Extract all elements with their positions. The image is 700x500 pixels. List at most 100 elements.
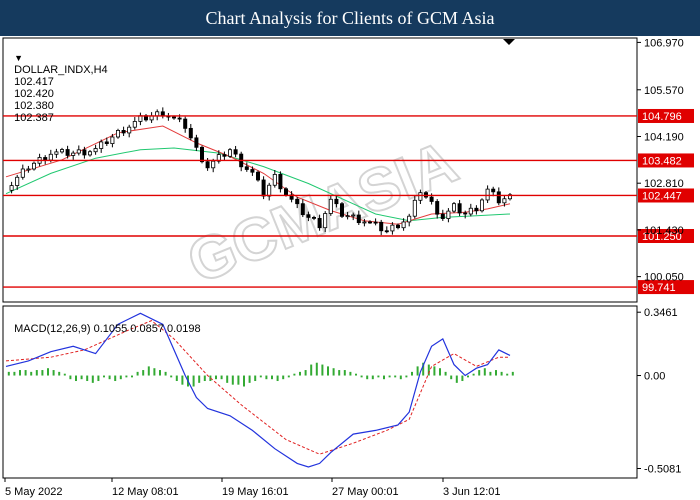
candle [440, 209, 445, 221]
candle-body [306, 214, 311, 218]
candle [300, 199, 305, 218]
price-header: ▼ DOLLAR_INDX,H4 102.417 102.420 102.380… [8, 40, 108, 124]
candle [194, 134, 199, 152]
candle [143, 113, 148, 122]
candle [395, 223, 400, 230]
candle [323, 211, 328, 233]
candle [15, 174, 20, 190]
ohlc-close: 102.387 [14, 112, 54, 124]
candle [272, 170, 277, 188]
candle-body [48, 153, 53, 161]
candle-body [446, 210, 451, 219]
candle-body [474, 207, 479, 212]
ohlc-high: 102.420 [14, 88, 54, 100]
candle-body [194, 137, 199, 148]
candle [311, 215, 316, 221]
candle-body [155, 111, 160, 117]
candle-body [451, 203, 456, 212]
x-tick-label: 3 Jun 12:01 [443, 486, 501, 498]
candle-body [71, 152, 76, 156]
candle-body [93, 148, 98, 153]
macd-header: MACD(12,26,9) 0.1055 0.0857 0.0198 [8, 311, 201, 335]
price-tick-label: 106.970 [644, 37, 684, 49]
candle-body [351, 214, 356, 217]
macd-tick-label: 0.3461 [644, 307, 678, 319]
candle-body [183, 118, 188, 129]
candle [356, 210, 361, 225]
price-tick-label: 101.430 [644, 225, 684, 237]
candle [188, 123, 193, 141]
candle [32, 161, 37, 171]
candle [479, 198, 484, 213]
chart-title: Chart Analysis for Clients of GCM Asia [205, 7, 495, 28]
level-tag [638, 188, 694, 203]
price-tick-label: 100.050 [644, 272, 684, 284]
candle-body [211, 160, 216, 169]
candle-body [9, 185, 14, 191]
candle-body [272, 173, 277, 186]
price-panel-frame [2, 37, 638, 303]
candle [435, 199, 440, 219]
ohlc-open: 102.417 [14, 76, 54, 88]
candle [384, 226, 389, 234]
candle [26, 165, 31, 173]
candle-body [60, 149, 65, 153]
candle-body [199, 146, 204, 163]
candle [496, 187, 501, 206]
candle [155, 109, 160, 121]
macd-tick-label: -0.5081 [644, 464, 681, 476]
candle [407, 213, 412, 227]
level-tag [638, 153, 694, 168]
candle-body [76, 149, 81, 154]
price-tick-label: 104.190 [644, 131, 684, 143]
candle-body [479, 199, 484, 212]
candle-body [82, 149, 87, 156]
candle [491, 186, 496, 197]
candle [88, 150, 93, 157]
candle [222, 151, 227, 161]
candle-body [373, 221, 378, 224]
candle-body [418, 192, 423, 201]
level-label: 104.796 [642, 111, 682, 123]
candle [401, 218, 406, 231]
candle-body [463, 212, 468, 215]
candle-body [278, 173, 283, 190]
x-tick-label: 12 May 08:01 [112, 486, 179, 498]
candle [60, 147, 65, 154]
macd-panel-frame [2, 305, 638, 479]
candle [463, 210, 468, 219]
candle [216, 150, 221, 164]
candle-body [401, 221, 406, 229]
candle [183, 116, 188, 133]
candle [65, 145, 70, 159]
candle [104, 137, 109, 146]
candle-body [132, 121, 137, 128]
candle [328, 194, 333, 216]
candle-body [255, 171, 260, 181]
candle [160, 107, 165, 119]
candle-body [127, 126, 132, 134]
candle [451, 201, 456, 213]
candle [93, 144, 98, 155]
candle-body [407, 215, 412, 223]
candle-body [496, 191, 501, 204]
candle-body [429, 196, 434, 202]
candle-body [502, 198, 507, 204]
candle-body [334, 198, 339, 205]
price-tick-label: 105.570 [644, 85, 684, 97]
macd-tick-label: 0.00 [644, 371, 665, 383]
candle-body [26, 168, 31, 171]
candle-body [300, 203, 305, 216]
candle [20, 164, 25, 180]
candle [255, 170, 260, 182]
dropdown-arrow-icon[interactable]: ▼ [14, 53, 24, 63]
candle [127, 124, 132, 138]
candle-body [222, 154, 227, 157]
candle-body [339, 203, 344, 217]
candle [278, 171, 283, 193]
candle [418, 189, 423, 205]
candle [71, 150, 76, 160]
candle-body [384, 230, 389, 233]
axes: 106.970 105.570 104.190 102.810 101.430 100.0… [4, 37, 684, 498]
candle [244, 162, 249, 172]
